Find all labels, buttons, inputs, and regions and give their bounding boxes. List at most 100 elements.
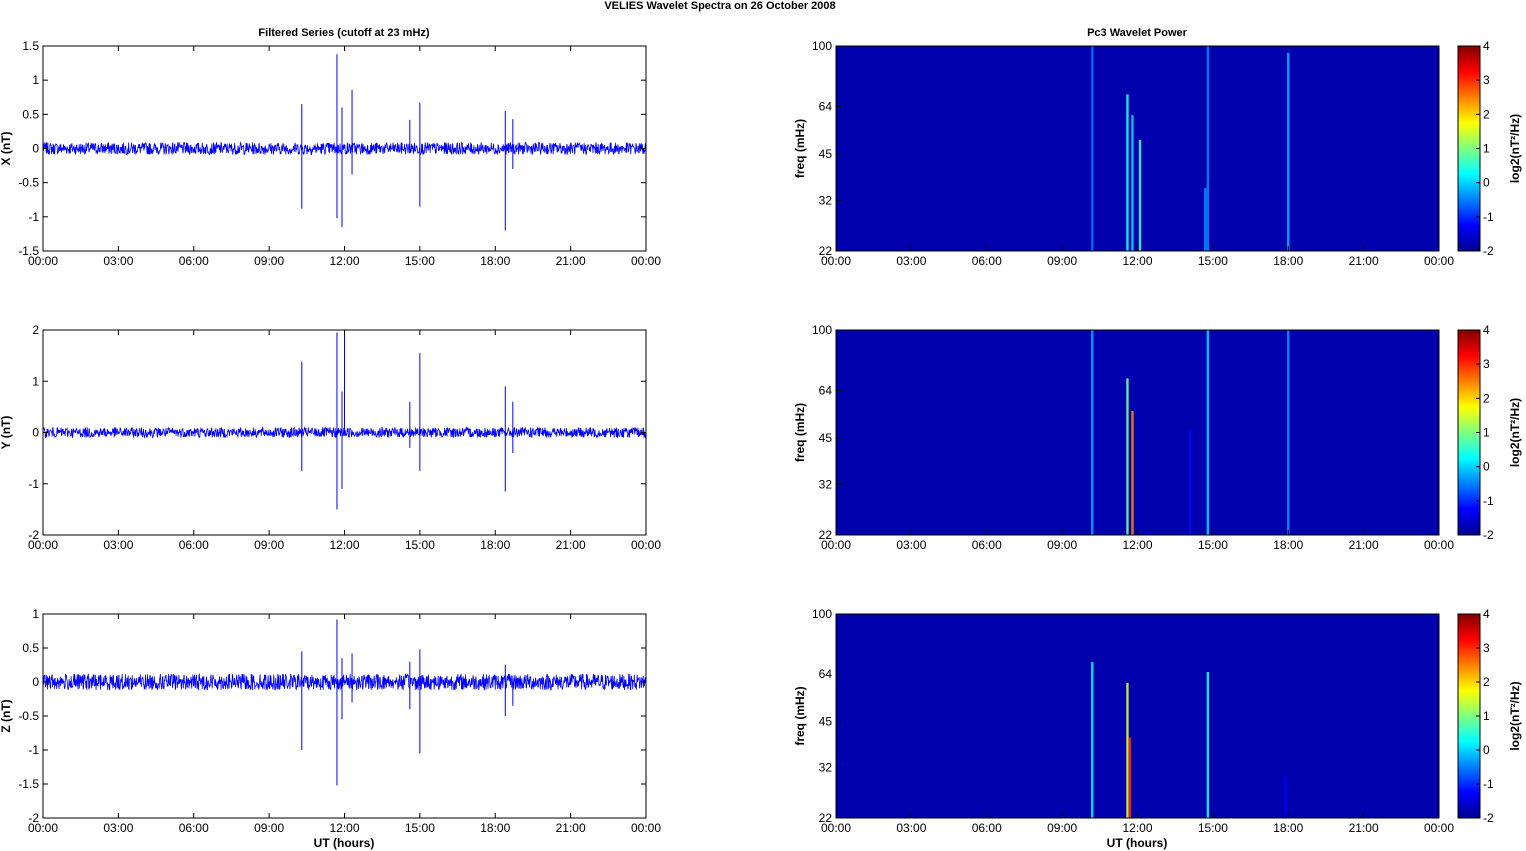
x-tick-label: 00:00 [28,254,58,268]
right-xlabel: UT (hours) [1107,836,1168,850]
colorbar-tick-label: 2 [1483,107,1490,121]
colorbar-tick-label: 3 [1483,641,1490,655]
y-tick-label: -0.5 [18,709,39,723]
x-tick-label: 06:00 [179,821,209,835]
colorbar-tick-label: 3 [1483,357,1490,371]
x-tick-label: 03:00 [103,538,133,552]
right-column-title: Pc3 Wavelet Power [1087,27,1188,39]
y-tick-label: 32 [819,761,833,775]
power-streak [1131,410,1134,535]
x-tick-label: 06:00 [179,538,209,552]
colorbar-tick-label: -2 [1483,528,1494,542]
x-tick-label: 06:00 [179,254,209,268]
colorbar-tick-label: -1 [1483,777,1494,791]
power-streak [1126,682,1129,818]
y-tick-label: -1.5 [18,777,39,791]
colorbar-tick-label: 4 [1483,39,1490,53]
x-tick-label: 03:00 [896,821,926,835]
y-tick-label: 32 [819,193,833,207]
x-tick-label: 09:00 [1047,538,1077,552]
x-tick-label: 12:00 [1122,254,1152,268]
x-tick-label: 21:00 [556,821,586,835]
colorbar-tick-label: -2 [1483,811,1494,825]
x-tick-label: 00:00 [28,538,58,552]
y-tick-label: 0 [32,142,39,156]
power-streak [1126,94,1129,251]
x-tick-label: 21:00 [556,538,586,552]
y-axis-label: Y (nT) [0,416,13,450]
panels: 00:00 03:00 06:00 09:00 12:00 15:00 18:00 21:00… [0,39,1522,835]
x-tick-label: 09:00 [254,538,284,552]
y-tick-label: 64 [819,667,833,681]
noise-trace [43,141,646,156]
power-streak [1204,188,1207,251]
colorbar: 4 3 2 1 0 -1 -2 log2(nT²/Hz) [1457,607,1522,825]
x-tick-label: 00:00 [631,821,661,835]
x-tick-label: 09:00 [254,254,284,268]
power-streak [1131,115,1134,251]
y-tick-label: 45 [819,431,833,445]
x-tick-label: 18:00 [480,821,510,835]
power-streak [1091,662,1094,818]
power-streak [1091,46,1094,251]
y-axis-label: freq (mHz) [793,119,807,178]
y-axis-label: freq (mHz) [793,686,807,745]
colorbar-label: log2(nT²/Hz) [1508,114,1522,183]
power-streak [1287,52,1290,251]
y-tick-label: 0 [32,426,39,440]
left-column-title: Filtered Series (cutoff at 23 mHz) [258,27,429,39]
x-tick-label: 18:00 [480,254,510,268]
y-tick-label: 0.5 [22,641,39,655]
y-tick-label: 1 [32,607,39,621]
y-tick-label: 1 [32,374,39,388]
colorbar-tick-label: -1 [1483,494,1494,508]
x-tick-label: 09:00 [1047,254,1077,268]
power-streak [1091,330,1094,535]
x-tick-label: 00:00 [821,821,851,835]
colorbar-tick-label: 1 [1483,426,1490,440]
x-tick-label: 18:00 [480,538,510,552]
colorbar-tick-label: 4 [1483,323,1490,337]
colorbar-tick-label: 0 [1483,176,1490,190]
y-tick-label: 100 [812,39,832,53]
colorbar-tick-label: 2 [1483,675,1490,689]
x-tick-label: 12:00 [329,821,359,835]
y-tick-label: 45 [819,715,833,729]
colorbar-tick-label: 1 [1483,142,1490,156]
colorbar-tick-label: 4 [1483,607,1490,621]
x-tick-label: 09:00 [1047,821,1077,835]
y-tick-label: 0.5 [22,107,39,121]
power-streak [1206,330,1210,535]
x-tick-label: 03:00 [896,254,926,268]
power-streak [1206,46,1210,251]
x-tick-label: 03:00 [896,538,926,552]
colorbar-tick-label: 0 [1483,460,1490,474]
x-tick-label: 15:00 [405,538,435,552]
y-tick-label: 22 [819,811,833,825]
y-tick-label: -2 [28,528,39,542]
power-streak [1126,378,1129,535]
x-tick-label: 03:00 [103,254,133,268]
x-tick-label: 09:00 [254,821,284,835]
colorbar-tick-label: -1 [1483,210,1494,224]
colorbar-label: log2(nT²/Hz) [1508,681,1522,750]
noise-trace [43,672,646,691]
wavelet-panel-z: 00:00 03:00 06:00 09:00 12:00 15:00 18:00 21:00… [793,607,1522,835]
x-tick-label: 00:00 [1424,821,1454,835]
x-tick-label: 15:00 [1198,254,1228,268]
x-tick-label: 15:00 [1198,538,1228,552]
colorbar-tick-label: 3 [1483,73,1490,87]
power-streak [1128,737,1132,818]
y-axis-label: X (nT) [0,132,13,166]
wavelet-panel-x: 00:00 03:00 06:00 09:00 12:00 15:00 18:00 21:00… [793,39,1522,268]
y-tick-label: 22 [819,528,833,542]
colorbar-tick-label: 0 [1483,743,1490,757]
colorbar: 4 3 2 1 0 -1 -2 log2(nT²/Hz) [1457,39,1522,258]
y-tick-label: 45 [819,147,833,161]
y-tick-label: 22 [819,244,833,258]
x-tick-label: 00:00 [821,254,851,268]
colorbar-label: log2(nT²/Hz) [1508,398,1522,467]
y-tick-label: 32 [819,477,833,491]
x-tick-label: 00:00 [631,254,661,268]
